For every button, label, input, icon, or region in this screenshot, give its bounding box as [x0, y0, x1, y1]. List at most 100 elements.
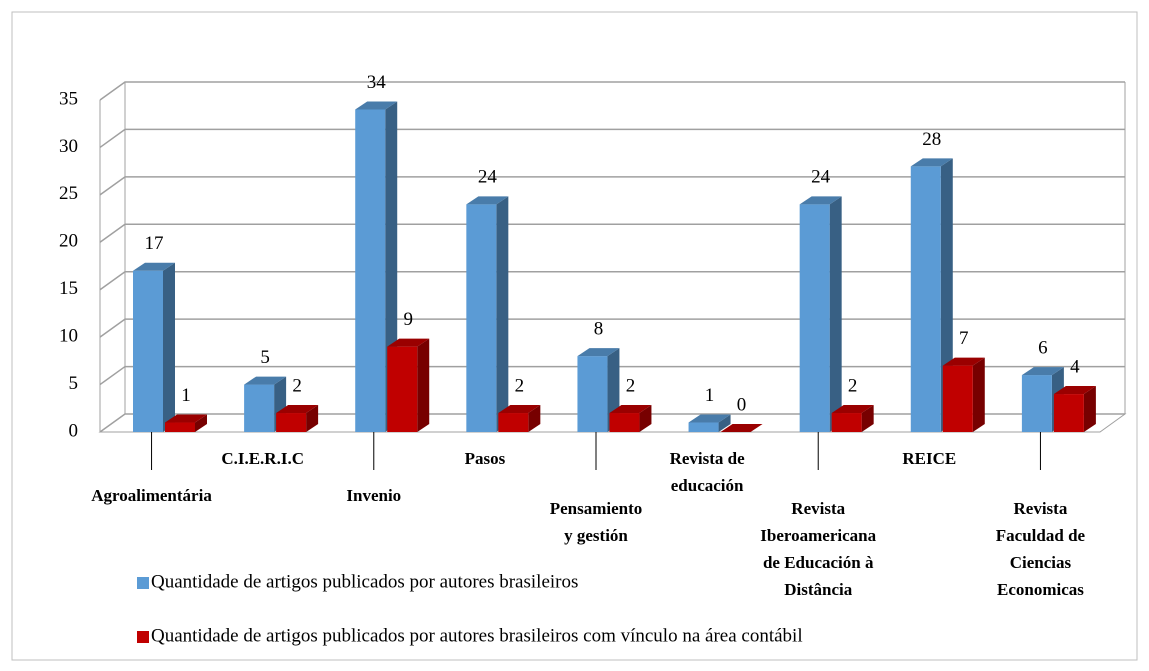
- bar-side: [861, 405, 874, 432]
- grid-line: [99, 318, 1125, 338]
- bar-group: [831, 405, 874, 432]
- value-label: 2: [626, 375, 636, 396]
- value-label: 4: [1070, 356, 1080, 377]
- value-label: 8: [594, 318, 604, 339]
- bar-top: [498, 405, 541, 414]
- bar: [387, 346, 418, 432]
- bar-top: [720, 424, 763, 432]
- x-tick-label: Pensamiento y gestión: [550, 499, 643, 545]
- grid-line: [99, 81, 1125, 101]
- bar-top: [831, 405, 874, 414]
- value-label: 2: [292, 375, 302, 396]
- legend-label: Quantidade de artigos publicados por aut…: [151, 625, 803, 646]
- bar-top: [276, 405, 319, 414]
- value-label: 28: [922, 129, 941, 150]
- y-tick-label: 0: [69, 420, 79, 441]
- bar-top: [466, 196, 509, 205]
- bar-side: [528, 405, 541, 432]
- value-label: 24: [811, 167, 831, 188]
- bar-side: [972, 357, 985, 432]
- bar-group: [688, 414, 731, 432]
- bar-group: [609, 405, 652, 432]
- value-label: 1: [181, 385, 191, 406]
- bar-top: [609, 405, 652, 414]
- bar: [831, 413, 862, 432]
- value-label: 2: [848, 375, 858, 396]
- bar-side: [163, 262, 175, 432]
- value-label: 2: [515, 375, 525, 396]
- value-label: 0: [737, 394, 747, 415]
- bar-top: [1021, 367, 1064, 376]
- value-label: 1: [705, 385, 715, 406]
- bar-top: [799, 196, 842, 205]
- bar-group: [577, 348, 620, 432]
- value-label: 9: [403, 309, 413, 330]
- bar: [910, 166, 941, 432]
- bar-group: [133, 262, 175, 432]
- value-label: 24: [478, 167, 498, 188]
- value-label: 7: [959, 328, 969, 349]
- legend-swatch: [137, 577, 149, 589]
- bar-top: [165, 414, 207, 423]
- bar-side: [829, 196, 842, 432]
- bar: [609, 413, 640, 432]
- legend-swatch: [137, 631, 149, 643]
- bar-top: [577, 348, 620, 357]
- bar: [577, 356, 608, 432]
- y-tick-label: 30: [59, 136, 78, 157]
- x-tick-label: Revista Iberoamericana de Educación à Distâ…: [760, 499, 876, 599]
- x-tick-label: REICE: [902, 449, 956, 468]
- bar-group: [165, 414, 207, 432]
- x-tick-label: Agroalimentária: [91, 486, 212, 505]
- bar-group: [498, 405, 541, 432]
- bar: [276, 413, 307, 432]
- x-tick-label: Revista Faculdad de Ciencias Economicas: [996, 499, 1086, 599]
- grid-line: [99, 128, 1125, 149]
- value-label: 5: [260, 347, 270, 368]
- bar-top: [387, 338, 430, 347]
- bar-side: [306, 405, 319, 432]
- bar: [244, 384, 275, 432]
- bar: [355, 109, 386, 432]
- bar-group: [942, 357, 985, 432]
- bar-side: [1083, 386, 1096, 432]
- y-tick-label: 10: [59, 326, 78, 347]
- bar: [133, 270, 163, 432]
- y-tick-label: 20: [59, 231, 78, 252]
- bar-side: [639, 405, 652, 432]
- bar: [498, 413, 529, 432]
- bar: [1021, 375, 1052, 432]
- bar-top: [355, 101, 398, 110]
- x-tick-label: Pasos: [465, 449, 506, 468]
- bar-top: [244, 376, 287, 385]
- bar-group: [276, 405, 319, 432]
- value-label: 34: [367, 72, 387, 93]
- grid-line: [99, 365, 1125, 386]
- bar: [165, 422, 195, 432]
- bar: [1053, 394, 1084, 432]
- grid-line: [99, 413, 1125, 433]
- y-tick-label: 5: [69, 373, 79, 394]
- bar: [466, 204, 497, 432]
- x-tick-label: C.I.E.R.I.C: [221, 449, 304, 468]
- y-tick-label: 25: [59, 183, 78, 204]
- bar-side: [718, 414, 731, 432]
- bar-group: [466, 196, 509, 432]
- bar-group: [1021, 367, 1064, 432]
- bar-top: [942, 357, 985, 366]
- y-tick-label: 35: [59, 88, 78, 109]
- bar: [688, 422, 719, 432]
- value-label: 17: [145, 233, 164, 254]
- y-tick-label: 15: [59, 278, 78, 299]
- legend-label: Quantidade de artigos publicados por aut…: [151, 571, 578, 592]
- x-tick-label: Revista de educación: [670, 449, 746, 495]
- x-tick-label: Invenio: [346, 486, 401, 505]
- bar-group: [387, 338, 430, 432]
- bar-side: [195, 414, 207, 432]
- bar: [799, 204, 830, 432]
- grid-line: [99, 270, 1125, 291]
- value-label: 6: [1038, 337, 1048, 358]
- bar-side: [496, 196, 509, 432]
- bar-side: [417, 338, 430, 432]
